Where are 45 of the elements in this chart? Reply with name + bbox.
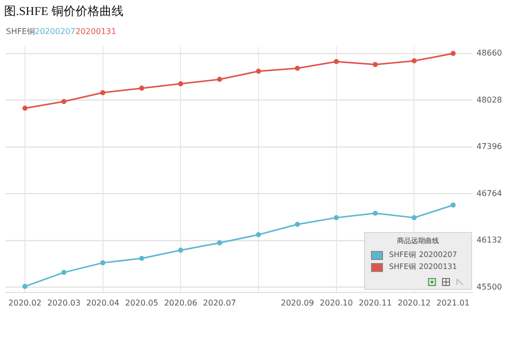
y-tick-label: 47396 [476,142,502,152]
point [22,106,28,111]
x-tick-label: 2020.10 [320,298,353,308]
x-tick-label: 2021.01 [436,298,470,308]
text: 20200131 [75,27,116,36]
point [217,240,222,246]
x-tick-label: 2020.02 [8,298,42,308]
text: 20200207 [34,27,76,36]
x-tick-label: 2020.11 [358,298,392,308]
y-tick-label: 48028 [476,95,502,104]
point [22,284,28,290]
x-tick-label: 2020.04 [86,298,120,308]
point [139,256,144,261]
point [372,62,378,68]
chart-title: 图.SHFE 铜价价格曲线 [4,3,124,20]
x-tick-label: 2020.03 [47,298,80,308]
point [139,86,144,91]
point [256,68,262,74]
point [412,58,417,64]
point [372,210,378,216]
x-tick-label: 2020.12 [398,298,431,308]
point [178,248,184,253]
x-tick-label: 2020.05 [125,298,158,308]
point [100,90,106,96]
point [450,202,456,208]
point [61,98,66,104]
y-tick-label: 46764 [476,188,502,198]
point [256,232,262,238]
point [412,215,417,220]
point [61,270,66,275]
chart-subtitle: SHFE铜 [6,27,35,36]
x-tick-label: 2020.07 [203,298,236,308]
point [100,260,106,266]
point [217,76,222,82]
y-tick-label: 46132 [476,236,502,245]
x-tick-label: 2020.06 [164,298,198,308]
x-tick-label: 2020.09 [280,298,314,308]
point [178,81,184,86]
y-tick-label: 45500 [476,282,502,292]
point [334,215,339,220]
point [334,59,339,64]
point [450,50,456,56]
point [294,222,300,227]
point [294,66,300,71]
y-tick-label: 48660 [476,48,502,58]
